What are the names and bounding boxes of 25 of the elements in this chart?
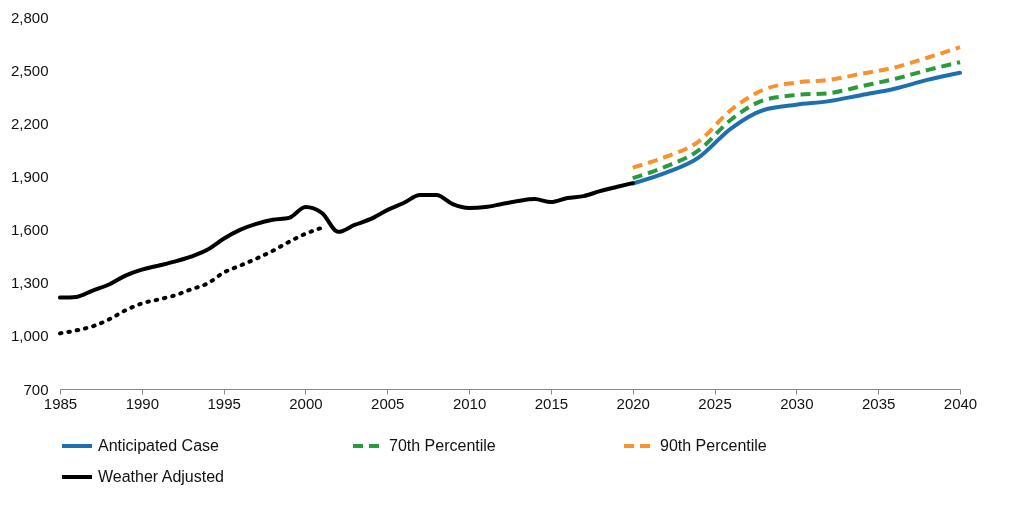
line-series: [630, 45, 962, 170]
x-tick-label: 2010: [452, 394, 487, 412]
x-tick-label: 2020: [616, 394, 650, 412]
legend-label: 90th Percentile: [660, 437, 767, 454]
x-tick-label: 1990: [125, 394, 160, 412]
x-tick-label: 2025: [698, 394, 732, 412]
legend-label: 70th Percentile: [389, 437, 496, 454]
x-tick-label: 2035: [861, 394, 896, 412]
line-series: [58, 181, 635, 300]
y-tick-label: 2,500: [10, 61, 49, 79]
x-tick-label: 2030: [780, 394, 814, 412]
x-tick-label: 2005: [371, 394, 405, 412]
x-tick-label: 2000: [289, 394, 323, 412]
y-tick-label: 2,800: [10, 8, 49, 26]
y-tick-label: 2,200: [10, 114, 49, 132]
x-tick-label: 2040: [943, 394, 978, 412]
x-tick-label: 2015: [534, 394, 569, 412]
y-tick-label: 1,900: [10, 167, 49, 185]
y-tick-label: 1,600: [10, 221, 49, 239]
legend-label: Anticipated Case: [98, 437, 220, 454]
x-tick-label: 1995: [207, 394, 241, 412]
y-tick-label: 1,300: [10, 274, 49, 292]
line-series: [58, 225, 324, 336]
y-tick-label: 1,000: [10, 327, 49, 345]
legend-label: Weather Adjusted: [98, 468, 225, 485]
